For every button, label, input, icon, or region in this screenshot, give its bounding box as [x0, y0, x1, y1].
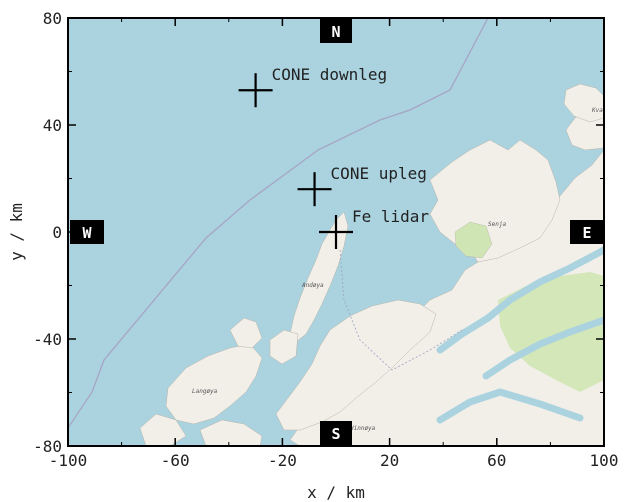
point-marker-0 [238, 73, 273, 108]
compass-west-label: W [82, 224, 92, 242]
maritime-border [68, 18, 489, 429]
y-tick-label: -80 [33, 437, 62, 456]
axes: -100 -60 -20 20 60 100 80 40 0 -40 -80 [33, 9, 618, 470]
y-axis-label: y / km [7, 203, 26, 261]
compass-east-label: E [582, 224, 591, 242]
x-tick-label: -60 [161, 451, 190, 470]
inner-border [339, 249, 463, 371]
x-tick-label: -100 [49, 451, 88, 470]
land-southwest-islands [139, 317, 299, 446]
compass-north-label: N [331, 23, 340, 41]
map-label-hinnoya: Hinnøya [349, 425, 376, 432]
land-andoya [289, 211, 349, 343]
point-label-0: CONE downleg [272, 65, 388, 84]
green-area [498, 272, 604, 392]
compass-north: N [320, 19, 352, 43]
senja-lake [454, 221, 493, 259]
x-tick-label: 100 [590, 451, 619, 470]
land-kvaloya [563, 83, 604, 123]
y-tick-label: -40 [33, 330, 62, 349]
y-tick-label: 80 [43, 9, 62, 28]
data-points: CONE downleg CONE upleg Fe lidar [238, 65, 429, 249]
point-label-2: Fe lidar [352, 207, 429, 226]
compass-west: W [70, 220, 104, 244]
point-label-1: CONE upleg [331, 164, 427, 183]
map-label-langoya: Langøya [192, 388, 218, 395]
y-tick-label: 0 [52, 223, 62, 242]
x-tick-label: -20 [268, 451, 297, 470]
y-tick-label: 40 [43, 116, 62, 135]
fjords [436, 246, 604, 424]
land-langoya [165, 343, 263, 425]
x-tick-label: 20 [380, 451, 399, 470]
x-tick-label: 60 [487, 451, 506, 470]
point-marker-1 [297, 172, 332, 207]
x-axis-label: x / km [307, 483, 365, 502]
compass-east: E [570, 220, 604, 244]
point-marker-2 [319, 215, 353, 249]
map-label-senja: Senja [488, 221, 506, 228]
compass-south: S [320, 421, 352, 445]
map-background: Senja Andøya Langøya Hinnøya Kvaløya [68, 18, 618, 446]
map-label-andoya: Andøya [301, 282, 324, 289]
land-hinnoya [275, 299, 437, 431]
compass-south-label: S [331, 425, 340, 443]
map-label-kvaloya: Kvaløya [591, 107, 618, 114]
